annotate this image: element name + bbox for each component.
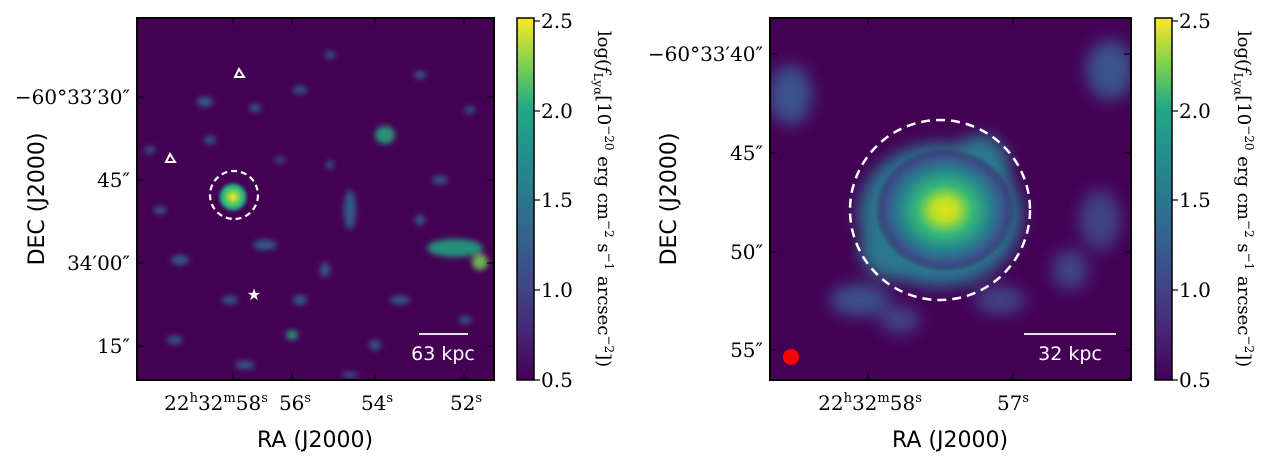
x-tick-label: 22h32m58s (818, 391, 922, 415)
x-axis-label: RA (J2000) (892, 428, 1008, 453)
colorbar-tick-label: 2.5 (541, 9, 573, 33)
colorbar-label: log(fLyα[10−20 erg cm−2 s−1 arcsec−2]) (591, 31, 616, 367)
x-tick-label: 57s (997, 391, 1029, 415)
colorbar-tick-label: 1.5 (541, 188, 573, 212)
right-colorbar (1154, 17, 1173, 381)
y-tick-label: −60°33′40″ (648, 42, 763, 66)
y-tick-label: 45″ (730, 141, 763, 165)
left-colorbar-ticks (534, 20, 540, 381)
left-tick-marks (137, 18, 494, 380)
x-tick-label: 54s (361, 391, 393, 415)
colorbar-tick-label: 0.5 (1179, 368, 1211, 392)
lya-hotspot (217, 181, 249, 213)
aperture-circle (208, 169, 260, 221)
colorbar-label: log(fLyα[10−20 erg cm−2 s−1 arcsec−2]) (1231, 31, 1256, 367)
y-tick-label: 15″ (97, 334, 130, 358)
colorbar-tick-label: 2.0 (541, 99, 573, 123)
colorbar-tick-label: 0.5 (541, 368, 573, 392)
left-colorbar (516, 17, 535, 381)
y-tick-label: −60°33′30″ (15, 85, 130, 109)
right-scale-label: 32 kpc (1038, 343, 1102, 365)
y-axis-label: DEC (J2000) (25, 133, 50, 266)
left-scale-label: 63 kpc (411, 343, 475, 365)
colorbar-tick-label: 2.5 (1179, 9, 1211, 33)
y-tick-label: 45″ (97, 168, 130, 192)
big-lya-blob (875, 148, 1015, 272)
right-panel: 32 kpc 22h32m58s 57s −60°33′40″ 45″ 50″ … (648, 9, 1256, 453)
left-emission-map (145, 51, 488, 378)
star-marker: ★ (247, 285, 261, 304)
y-tick-label: 50″ (730, 240, 763, 264)
left-frame (136, 17, 495, 381)
y-axis-label: DEC (J2000) (657, 133, 682, 266)
colorbar-tick-label: 1.0 (541, 278, 573, 302)
colorbar-tick-label: 1.5 (1179, 188, 1211, 212)
aperture-circle (848, 118, 1032, 302)
right-frame (769, 17, 1132, 381)
triangle-marker (233, 66, 246, 78)
left-panel: ★ 63 kpc 22h32m58s 56s 54s 52s (15, 9, 616, 453)
psf-beam (783, 349, 799, 365)
x-axis-label: RA (J2000) (257, 428, 373, 453)
colorbar-tick-label: 2.0 (1179, 99, 1211, 123)
y-tick-label: 55″ (730, 338, 763, 362)
right-tick-marks (770, 18, 1131, 380)
x-tick-label: 56s (279, 391, 311, 415)
left-image-background (137, 18, 494, 380)
colorbar-tick-label: 1.0 (1179, 278, 1211, 302)
x-tick-label: 52s (450, 391, 482, 415)
right-colorbar-ticks (1172, 20, 1178, 381)
right-emission-map (770, 40, 1131, 334)
y-tick-label: 34′00″ (67, 251, 130, 275)
triangle-marker (164, 151, 177, 163)
x-tick-label: 22h32m58s (164, 391, 268, 415)
